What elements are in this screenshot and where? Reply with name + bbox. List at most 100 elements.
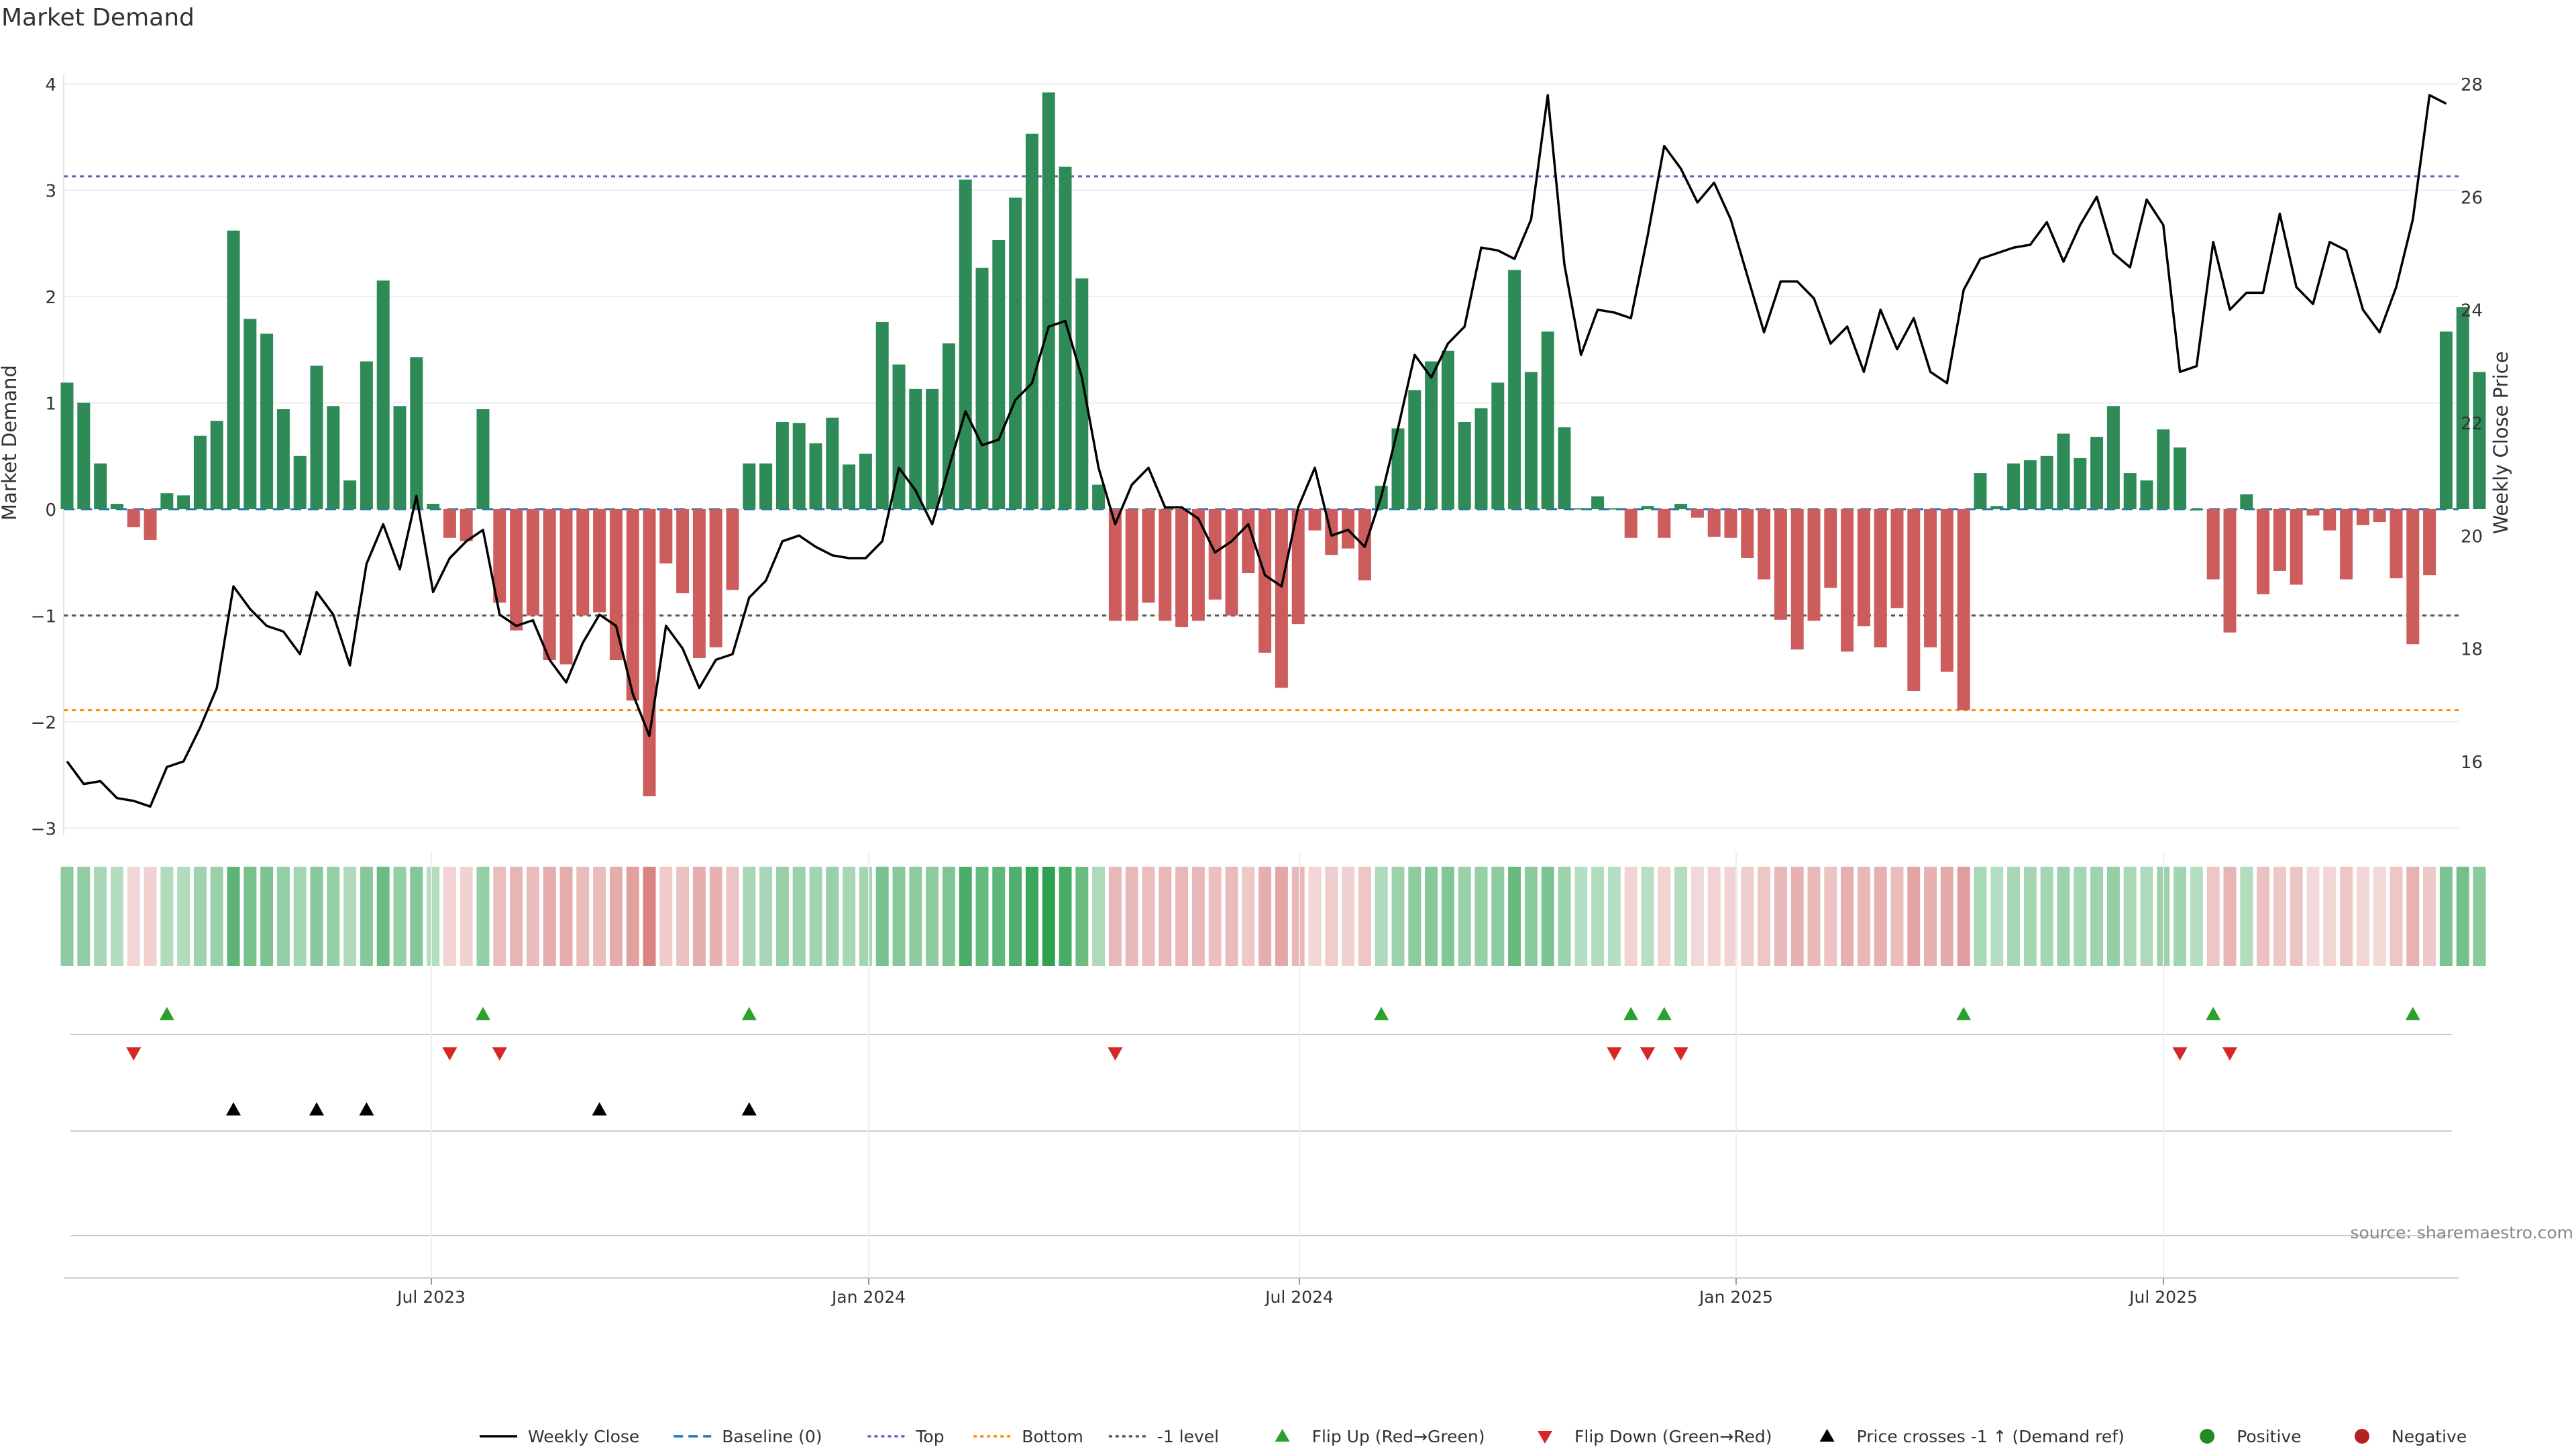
legend-item: -1 level: [1108, 1427, 1219, 1446]
demand-bar: [1924, 509, 1937, 648]
demand-bar: [1940, 509, 1953, 672]
demand-bar: [2240, 494, 2253, 509]
heat-cell: [1258, 867, 1272, 966]
flip-down-marker: [1607, 1047, 1622, 1061]
demand-bar: [2356, 509, 2369, 525]
heat-cell: [926, 867, 939, 966]
demand-bar: [193, 435, 207, 509]
demand-bar: [210, 421, 223, 509]
demand-bar: [909, 388, 922, 509]
legend-item: Price crosses -1 ↑ (Demand ref): [1819, 1427, 2125, 1446]
heat-cell: [110, 867, 123, 966]
heat-cell: [726, 867, 739, 966]
chart-title: Market Demand: [1, 4, 195, 32]
demand-bar: [1242, 509, 1255, 574]
demand-bar: [94, 463, 107, 509]
demand-bar: [410, 357, 423, 509]
heat-cell: [1541, 867, 1554, 966]
legend-item: Weekly Close: [480, 1427, 639, 1446]
heat-cell: [1807, 867, 1821, 966]
heat-cell: [2257, 867, 2270, 966]
right-tick-label: 22: [2461, 414, 2483, 434]
heat-cell: [526, 867, 539, 966]
demand-bar: [1674, 504, 1688, 509]
right-axis-label: Weekly Close Price: [2489, 352, 2512, 535]
heat-cell: [2174, 867, 2187, 966]
heat-cell: [1907, 867, 1921, 966]
demand-bar: [792, 423, 806, 509]
heat-cell: [1408, 867, 1421, 966]
heat-cell: [327, 867, 340, 966]
right-tick-label: 26: [2461, 188, 2483, 208]
demand-bar: [1907, 509, 1921, 692]
flip-down-marker: [1108, 1047, 1123, 1061]
heat-cell: [576, 867, 590, 966]
heat-cell: [1092, 867, 1106, 966]
heat-cell: [1059, 867, 1072, 966]
heat-cell: [1358, 867, 1371, 966]
heat-cell: [2439, 867, 2453, 966]
heat-cell: [276, 867, 290, 966]
legend-item: Positive: [2200, 1427, 2302, 1446]
demand-bar: [1774, 509, 1787, 620]
right-tick-label: 18: [2461, 640, 2483, 660]
heat-cell: [1375, 867, 1388, 966]
left-tick-label: 1: [45, 394, 56, 415]
demand-bar: [77, 402, 91, 509]
heat-cell: [1474, 867, 1488, 966]
heat-cell: [1624, 867, 1638, 966]
price-cross-marker: [741, 1102, 757, 1116]
demand-bar: [1225, 509, 1238, 616]
price-cross-marker: [309, 1102, 324, 1116]
demand-bar: [959, 179, 972, 509]
heat-cell: [2123, 867, 2137, 966]
heat-cell: [1242, 867, 1255, 966]
demand-bar: [2190, 509, 2203, 511]
demand-bar: [1208, 509, 1222, 600]
heat-cell: [643, 867, 656, 966]
heat-cell: [909, 867, 922, 966]
heat-cell: [94, 867, 107, 966]
demand-bar: [160, 493, 174, 509]
heat-cell: [2223, 867, 2237, 966]
heat-cell: [2323, 867, 2337, 966]
heat-cell: [1990, 867, 2004, 966]
demand-bar: [2257, 509, 2270, 594]
heat-cell: [1924, 867, 1937, 966]
demand-bar: [775, 422, 789, 509]
demand-bar: [1690, 509, 1704, 518]
flip-down-marker: [126, 1047, 142, 1061]
heat-cell: [1125, 867, 1138, 966]
heat-cell: [826, 867, 839, 966]
heat-cell: [293, 867, 307, 966]
demand-bar: [343, 480, 357, 509]
heat-cell: [759, 867, 773, 966]
demand-bar: [1758, 509, 1771, 580]
legend-label: Price crosses -1 ↑ (Demand ref): [1857, 1427, 2125, 1446]
demand-bar: [1408, 390, 1421, 509]
demand-bar: [1142, 509, 1155, 603]
demand-bar: [659, 509, 673, 564]
heat-cell: [77, 867, 91, 966]
demand-bar: [2306, 509, 2320, 516]
demand-bar: [2123, 473, 2137, 509]
heat-cell: [1425, 867, 1438, 966]
flip-down-marker: [1640, 1047, 1655, 1061]
demand-bar: [393, 406, 407, 509]
heat-cell: [593, 867, 606, 966]
heat-cell: [1308, 867, 1322, 966]
heat-cell: [1524, 867, 1538, 966]
demand-bar: [460, 509, 473, 541]
legend-item: Flip Up (Red→Green): [1275, 1427, 1485, 1446]
demand-bar: [2157, 429, 2170, 509]
flip-down-marker: [1673, 1047, 1688, 1061]
left-tick-label: −2: [31, 713, 56, 733]
heat-cell: [1874, 867, 1887, 966]
heat-cell: [1607, 867, 1621, 966]
legend-item: Top: [867, 1427, 945, 1446]
flip-down-marker: [492, 1047, 507, 1061]
heat-cell: [1591, 867, 1605, 966]
heat-cell: [709, 867, 722, 966]
heat-cell: [2040, 867, 2053, 966]
heat-cell: [376, 867, 390, 966]
